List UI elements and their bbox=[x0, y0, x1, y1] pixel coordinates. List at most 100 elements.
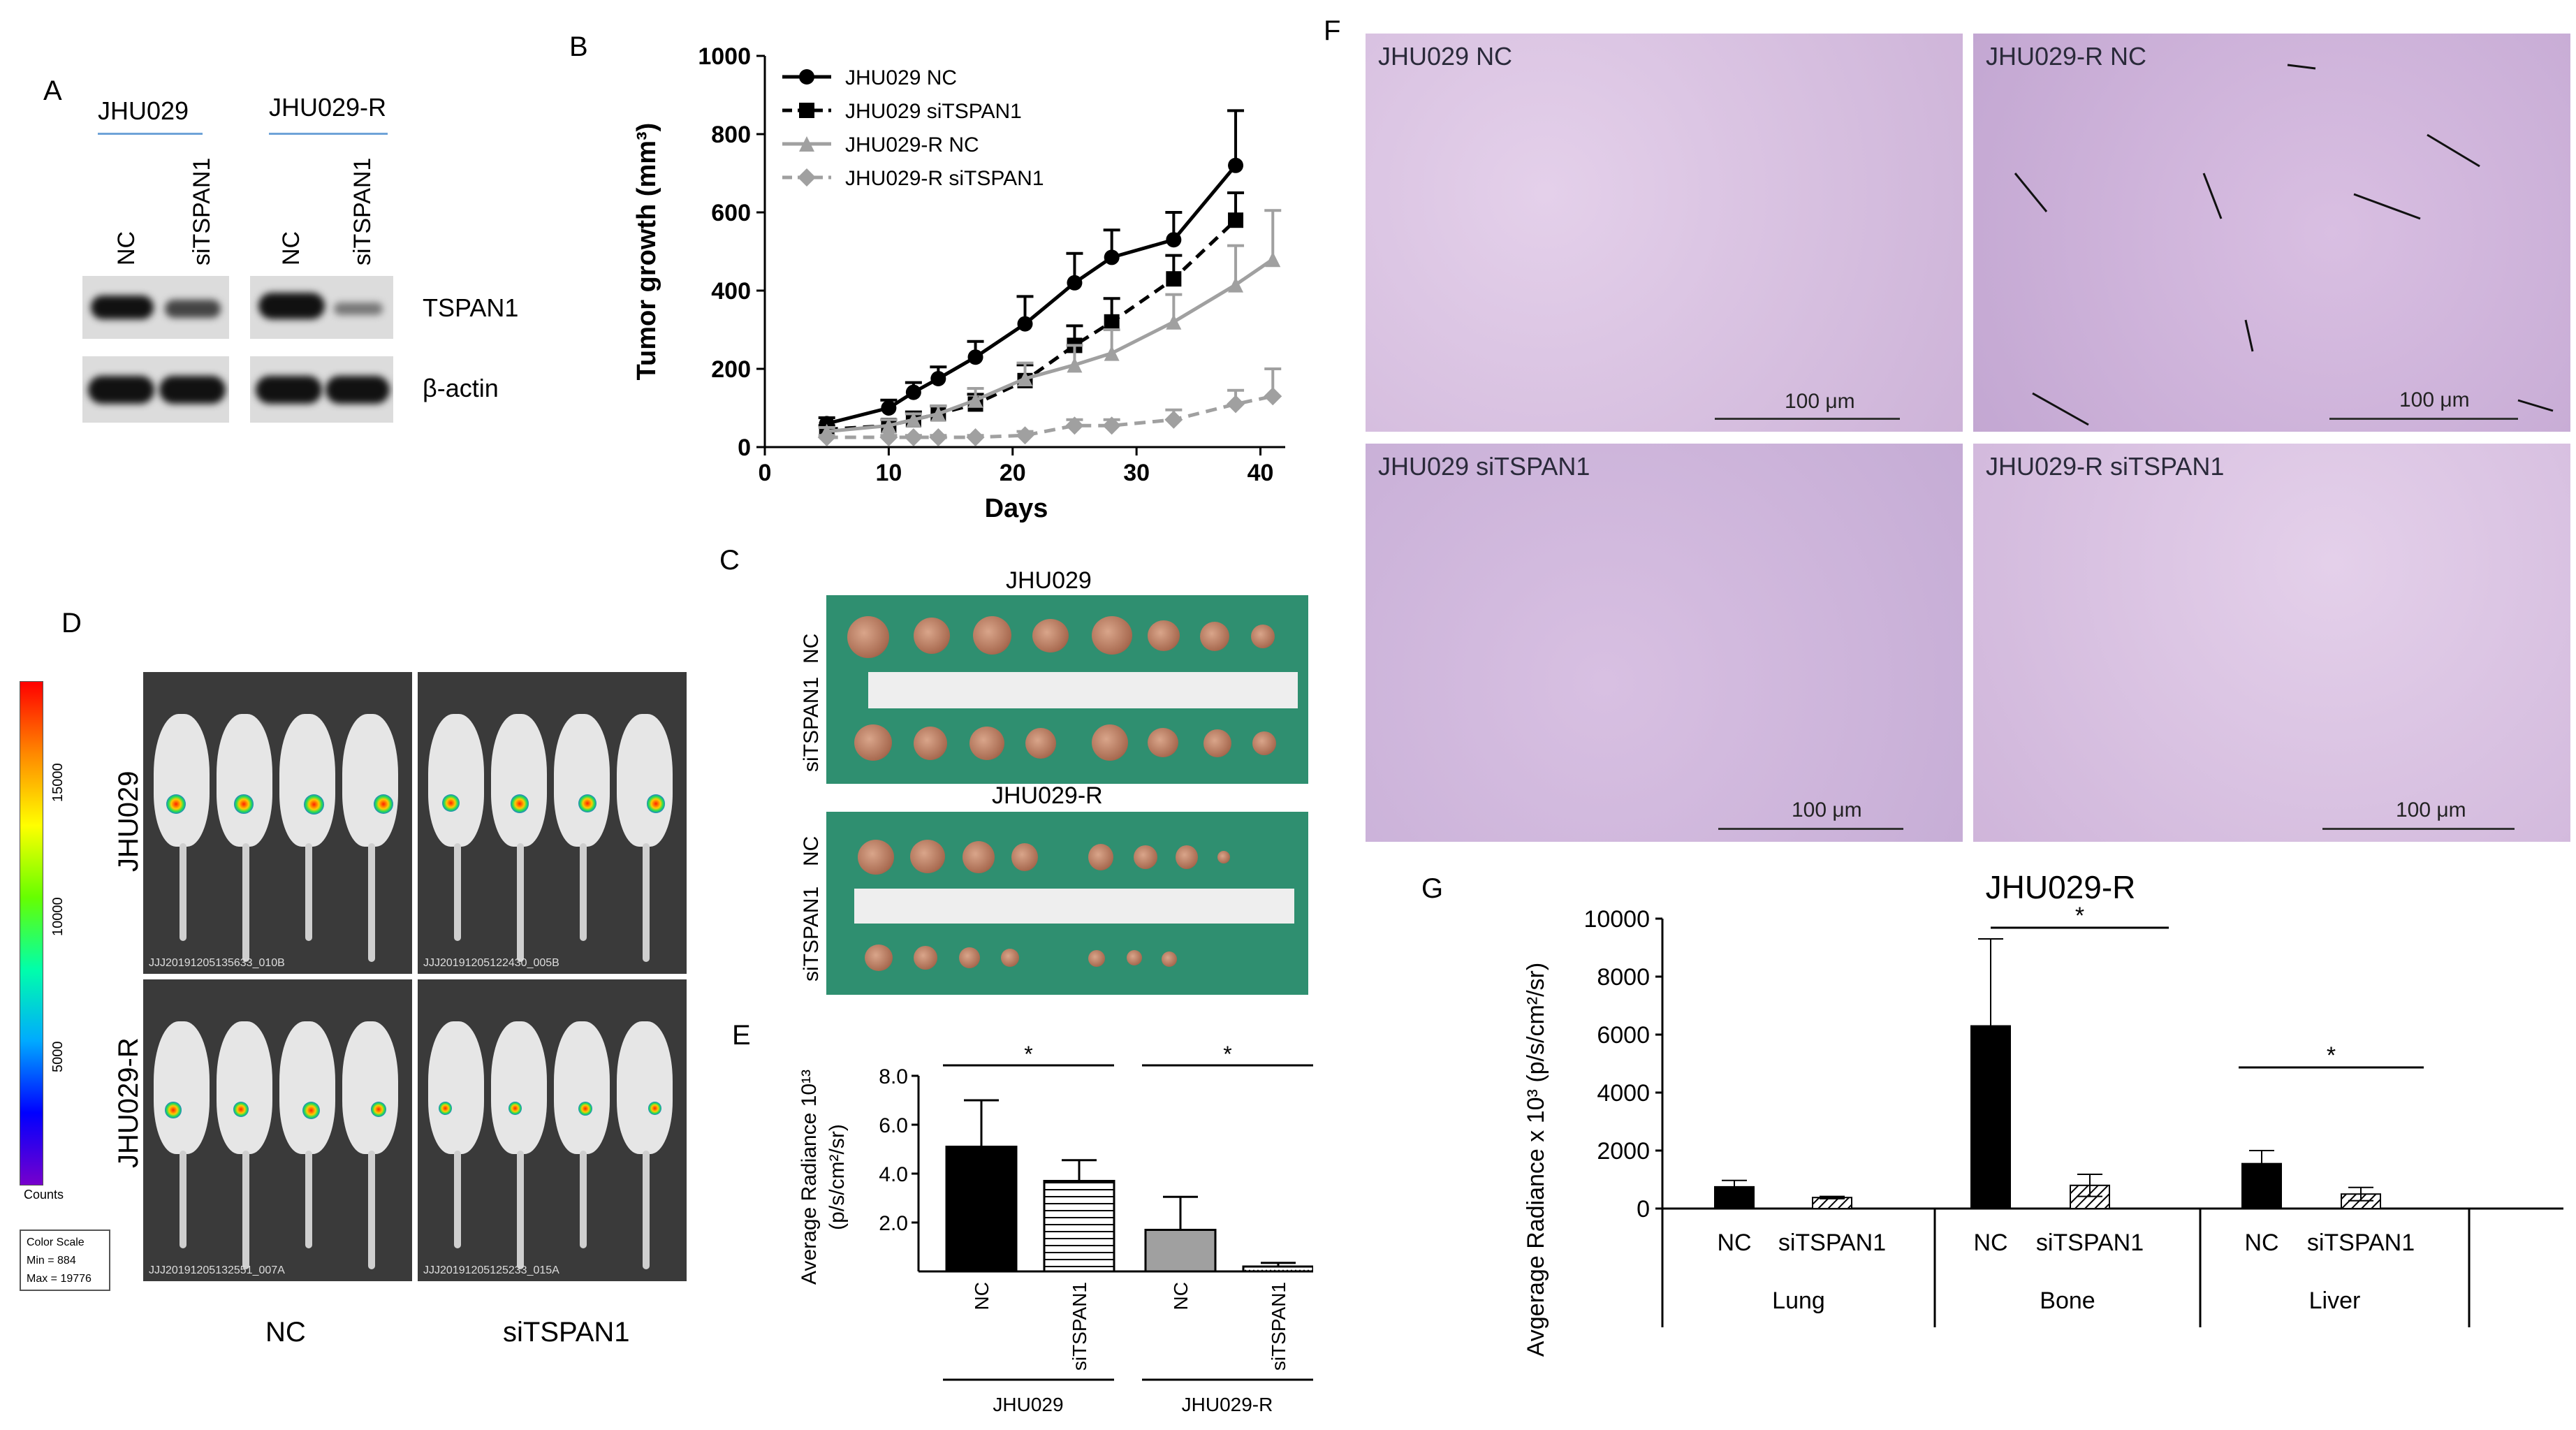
y-tick-label: 4.0 bbox=[879, 1163, 908, 1186]
data-point bbox=[930, 371, 946, 386]
photo-group-jhu029r: JHU029-R bbox=[992, 782, 1103, 809]
band-label-tspan1: TSPAN1 bbox=[423, 293, 519, 322]
mouse-tail bbox=[242, 843, 249, 962]
x-tick-label: siTSPAN1 bbox=[2307, 1230, 2415, 1256]
data-point bbox=[1166, 314, 1182, 330]
y-tick-label: 6000 bbox=[1597, 1022, 1650, 1049]
y-axis-label: Tumor growth (mm³) bbox=[632, 123, 661, 381]
tumor-photo-jhu029 bbox=[826, 595, 1308, 784]
mouse-tail bbox=[242, 1151, 249, 1269]
blot-strip-tspan1-jhu029r bbox=[250, 276, 393, 339]
significance-star: * bbox=[1223, 1042, 1231, 1067]
data-point bbox=[1228, 157, 1244, 173]
data-point bbox=[799, 69, 814, 85]
color-scale-max: Max = 19776 bbox=[27, 1273, 92, 1285]
y-tick-label: 1000 bbox=[698, 43, 751, 70]
bar bbox=[945, 1146, 1018, 1273]
group-label: JHU029 bbox=[993, 1394, 1063, 1415]
bioluminescence-spot bbox=[508, 1102, 522, 1115]
y-axis-label: Average Radiance 10¹³ bbox=[798, 1070, 821, 1285]
mouse bbox=[217, 1021, 272, 1154]
data-point bbox=[1166, 271, 1182, 287]
color-scale-tick: 10000 bbox=[50, 897, 66, 936]
data-point bbox=[1227, 395, 1245, 414]
photo-row-nc: NC bbox=[800, 836, 823, 866]
mouse-tail bbox=[517, 1151, 524, 1269]
mouse-tail bbox=[643, 1151, 650, 1269]
histology-jhu029-nc: JHU029 NC 100 μm bbox=[1366, 34, 1963, 432]
data-point bbox=[881, 400, 897, 416]
photo-row-sitspan1: siTSPAN1 bbox=[800, 676, 823, 772]
blot-group-underline bbox=[269, 133, 388, 135]
mouse bbox=[617, 714, 673, 847]
x-tick-label: 0 bbox=[759, 460, 772, 486]
tumor-growth-chart: 0 200 400 600 800 1000 0 10 20 30 40 JHU029 NC JHU0… bbox=[632, 43, 1285, 523]
y-tick-label: 600 bbox=[711, 200, 751, 226]
ivis-image: JJJ20191205132551_007A bbox=[143, 979, 412, 1281]
color-scale-legend-title: Color Scale bbox=[27, 1236, 85, 1248]
radiance-bar-chart-e: 2.0 4.0 6.0 8.0 NC siTSPAN1 NC siTSPAN1 * * JHU029… bbox=[798, 1042, 1313, 1415]
mouse bbox=[342, 1021, 398, 1154]
y-tick-label: 2000 bbox=[1597, 1138, 1650, 1165]
series-line bbox=[826, 164, 1237, 425]
data-point bbox=[967, 349, 983, 365]
mouse bbox=[154, 1021, 210, 1154]
panel-label-b: B bbox=[569, 31, 588, 62]
ivis-row-jhu029r: JHU029-R bbox=[113, 1037, 144, 1168]
mouse bbox=[554, 1021, 610, 1154]
histology-title: JHU029 siTSPAN1 bbox=[1378, 452, 1590, 481]
color-scale-bar bbox=[20, 681, 43, 1185]
histology-title: JHU029-R NC bbox=[1986, 42, 2147, 71]
data-point bbox=[1166, 232, 1182, 248]
bioluminescence-spot bbox=[304, 794, 325, 815]
ivis-image-id: JJJ20191205132551_007A bbox=[149, 1264, 285, 1276]
x-tick-label: NC bbox=[1973, 1230, 2007, 1256]
bar bbox=[1043, 1180, 1115, 1273]
y-tick-label: 8.0 bbox=[879, 1065, 908, 1088]
arrow-annotations bbox=[2014, 64, 2554, 426]
data-point bbox=[817, 428, 836, 446]
group-label: Lung bbox=[1772, 1287, 1825, 1314]
y-tick-label: 6.0 bbox=[879, 1114, 908, 1137]
ivis-col-sitspan1: siTSPAN1 bbox=[503, 1317, 630, 1348]
histology-jhu029r-nc: JHU029-R NC 100 μm bbox=[1973, 34, 2570, 432]
mouse-tail bbox=[454, 1151, 461, 1248]
group-label: Bone bbox=[2040, 1287, 2095, 1314]
x-tick-label: 30 bbox=[1123, 460, 1150, 486]
mouse-tail bbox=[580, 843, 587, 941]
data-point bbox=[879, 428, 898, 446]
band-label-actin: β-actin bbox=[423, 374, 499, 402]
bioluminescence-spot bbox=[578, 1102, 593, 1116]
bioluminescence-spot bbox=[648, 1102, 661, 1115]
data-point bbox=[881, 418, 897, 434]
x-axis-label: Days bbox=[985, 494, 1048, 523]
blot-group-underline bbox=[98, 133, 203, 135]
lane-label-sitspan1: siTSPAN1 bbox=[189, 157, 215, 265]
panel-label-f: F bbox=[1324, 15, 1341, 46]
scale-bar-label: 100 μm bbox=[2396, 798, 2466, 822]
scale-bar-label: 100 μm bbox=[1785, 390, 1855, 413]
x-tick-label: siTSPAN1 bbox=[1778, 1230, 1886, 1256]
color-scale-unit: Counts bbox=[24, 1188, 64, 1202]
bioluminescence-spot bbox=[371, 1102, 386, 1117]
radiance-bar-chart-g: JHU029-R 0 2000 4000 6000 8000 10000 NC siTSPAN… bbox=[1523, 869, 2563, 1357]
photo-row-nc: NC bbox=[800, 633, 823, 664]
color-scale-tick: 15000 bbox=[50, 763, 66, 802]
x-tick-label: NC bbox=[971, 1282, 993, 1310]
data-point bbox=[799, 103, 814, 118]
mouse bbox=[217, 714, 272, 847]
data-point bbox=[905, 384, 921, 400]
lane-label-nc: NC bbox=[278, 231, 305, 265]
bar bbox=[1144, 1229, 1217, 1273]
legend-label: JHU029-R NC bbox=[845, 133, 979, 156]
bioluminescence-spot bbox=[442, 794, 460, 812]
legend-label: JHU029 siTSPAN1 bbox=[845, 100, 1022, 123]
data-point bbox=[1265, 251, 1281, 268]
x-tick-label: siTSPAN1 bbox=[1268, 1282, 1289, 1371]
y-tick-label: 4000 bbox=[1597, 1080, 1650, 1107]
data-point bbox=[1228, 212, 1244, 228]
histology-title: JHU029-R siTSPAN1 bbox=[1986, 452, 2225, 481]
mouse bbox=[428, 714, 484, 847]
ivis-image: JJJ20191205122430_005B bbox=[418, 672, 687, 974]
bioluminescence-spot bbox=[578, 794, 597, 812]
